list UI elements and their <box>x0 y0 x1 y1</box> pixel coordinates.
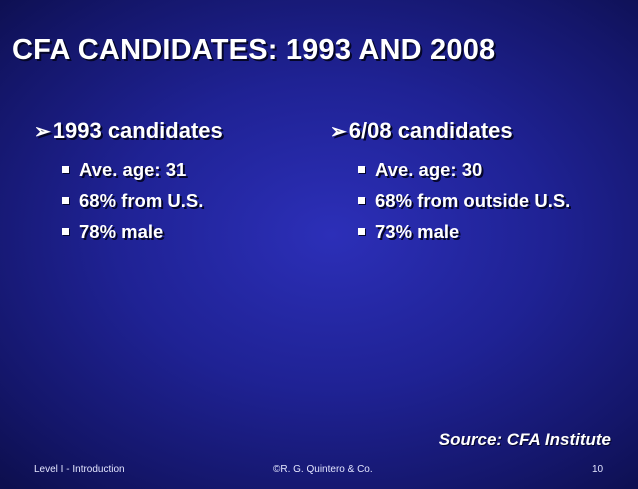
footer-copyright: ©R. G. Quintero & Co. <box>273 464 373 475</box>
footer-course-label: Level I - Introduction <box>34 464 125 475</box>
column-2008: ➢ 6/08 candidates Ave. age: 30 68% from … <box>330 118 570 247</box>
bullet-list: Ave. age: 30 68% from outside U.S. 73% m… <box>330 154 570 247</box>
arrow-bullet-icon: ➢ <box>34 120 51 143</box>
list-item: 68% from U.S. <box>62 185 223 216</box>
source-note: Source: CFA Institute <box>438 430 611 449</box>
bullet-list: Ave. age: 31 68% from U.S. 78% male <box>34 154 223 247</box>
square-bullet-icon <box>358 197 365 204</box>
list-item: Ave. age: 30 <box>358 154 570 185</box>
list-item: 68% from outside U.S. <box>358 185 570 216</box>
square-bullet-icon <box>358 228 365 235</box>
column-heading: ➢ 6/08 candidates <box>330 118 570 144</box>
column-1993: ➢ 1993 candidates Ave. age: 31 68% from … <box>34 118 223 247</box>
list-item: 78% male <box>62 216 223 247</box>
square-bullet-icon <box>62 228 69 235</box>
item-text: Ave. age: 30 <box>375 158 483 180</box>
slide-title: CFA CANDIDATES: 1993 AND 2008 <box>12 34 496 66</box>
heading-text: 6/08 candidates <box>348 118 513 143</box>
item-text: 78% male <box>79 220 164 242</box>
square-bullet-icon <box>62 166 69 173</box>
square-bullet-icon <box>62 197 69 204</box>
item-text: 68% from U.S. <box>79 189 204 211</box>
footer-page-number: 10 <box>592 464 604 475</box>
list-item: Ave. age: 31 <box>62 154 223 185</box>
column-heading: ➢ 1993 candidates <box>34 118 223 144</box>
arrow-bullet-icon: ➢ <box>330 120 347 143</box>
heading-text: 1993 candidates <box>52 118 223 143</box>
item-text: 73% male <box>375 220 460 242</box>
square-bullet-icon <box>358 166 365 173</box>
list-item: 73% male <box>358 216 570 247</box>
item-text: Ave. age: 31 <box>79 158 187 180</box>
item-text: 68% from outside U.S. <box>375 189 571 211</box>
